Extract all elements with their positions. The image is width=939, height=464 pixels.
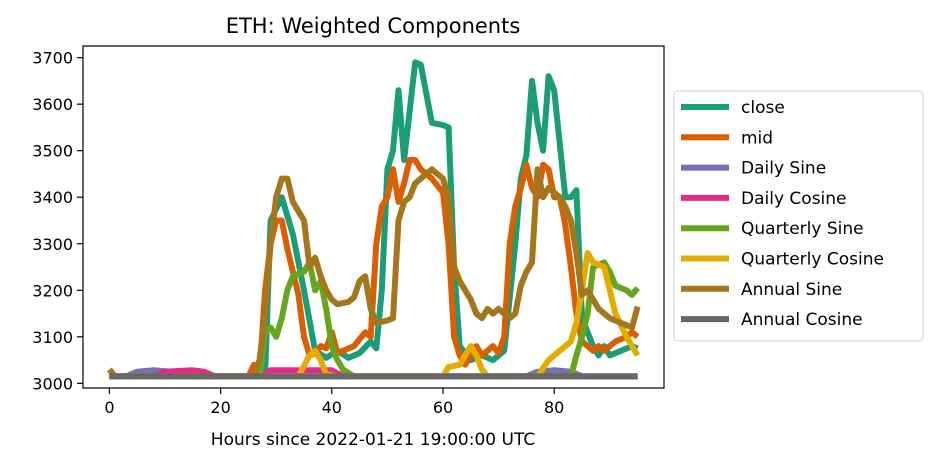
y-tick-label-0: 3000	[32, 374, 73, 393]
chart-title: ETH: Weighted Components	[226, 14, 521, 38]
legend-label-0: close	[741, 98, 785, 118]
y-tick-label-2: 3200	[32, 281, 73, 300]
y-tick-label-4: 3400	[32, 188, 73, 207]
x-tick-label-1: 20	[210, 398, 230, 417]
legend: close mid Daily Sine Daily Cosine Quarterly …	[673, 90, 924, 342]
legend-label-3: Daily Cosine	[741, 189, 847, 209]
legend-label-5: Quarterly Cosine	[741, 250, 884, 270]
plot-frame	[82, 45, 665, 389]
x-axis-title: Hours since 2022-01-21 19:00:00 UTC	[211, 430, 535, 450]
y-tick-label-5: 3500	[32, 142, 73, 161]
legend-box	[673, 90, 924, 342]
y-tick-label-3: 3300	[32, 235, 73, 254]
legend-label-7: Annual Cosine	[741, 310, 863, 330]
x-tick-label-0: 0	[104, 398, 114, 417]
y-tick-label-6: 3600	[32, 95, 73, 114]
x-tick-label-3: 60	[433, 398, 453, 417]
legend-label-2: Daily Sine	[741, 159, 826, 179]
x-tick-label-2: 40	[322, 398, 342, 417]
axes-layer: 0 20 40 60 80 3000 3100 3200 3300 3400 3500 3600 370…	[32, 45, 665, 417]
legend-label-4: Quarterly Sine	[741, 219, 864, 239]
y-tick-label-7: 3700	[32, 49, 73, 68]
y-tick-label-1: 3100	[32, 328, 73, 347]
series-line-1	[109, 157, 640, 380]
series-line-6	[107, 166, 641, 380]
x-tick-label-4: 80	[544, 398, 564, 417]
series-layer	[107, 59, 641, 380]
legend-label-6: Annual Sine	[741, 280, 842, 300]
legend-label-1: mid	[741, 128, 773, 148]
